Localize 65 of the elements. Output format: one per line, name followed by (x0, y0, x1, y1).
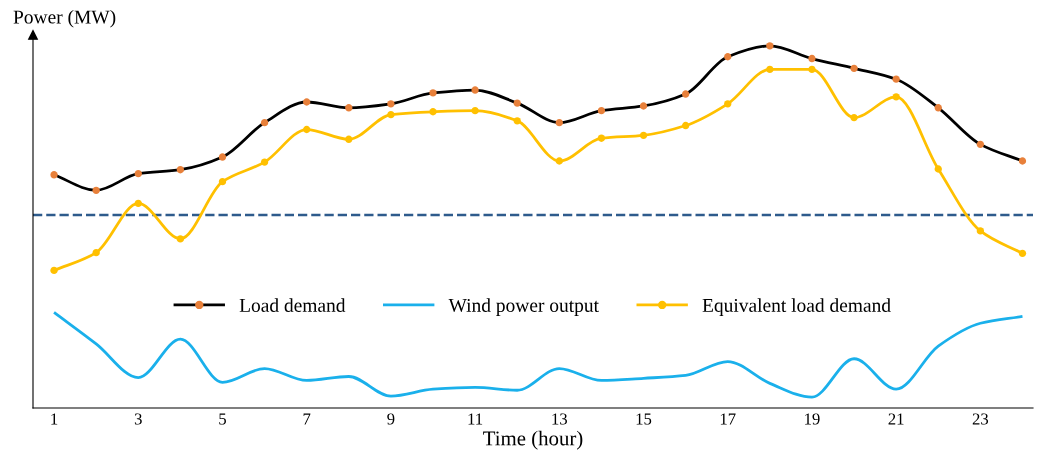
point (471, 107, 479, 115)
point (387, 111, 395, 119)
x-tick-label: 17 (720, 413, 736, 425)
point (303, 98, 311, 106)
point (639, 102, 648, 110)
point (387, 100, 395, 108)
point (134, 199, 142, 208)
legend-label: Equivalent load demand (702, 298, 891, 316)
point (724, 100, 732, 108)
point (92, 186, 100, 195)
point (934, 104, 942, 112)
legend-label: Wind power output (448, 298, 599, 316)
x-axis-title: Time (hour) (483, 430, 583, 450)
point (50, 171, 58, 179)
point (597, 134, 606, 142)
point (808, 65, 816, 74)
x-tick-label: 9 (387, 413, 395, 425)
x-tick-label: 15 (636, 413, 652, 425)
point (681, 121, 690, 130)
x-tick-label: 19 (805, 413, 820, 425)
point (429, 89, 437, 97)
point (681, 90, 690, 98)
point (176, 235, 185, 243)
point (260, 118, 269, 127)
x-tick-label: 3 (134, 413, 142, 425)
point (92, 248, 100, 257)
x-tick-label: 7 (303, 413, 311, 425)
point (260, 158, 269, 166)
point (934, 165, 942, 173)
x-tick-label: 1 (51, 413, 58, 425)
point (555, 118, 563, 127)
point (976, 140, 985, 149)
point (1018, 157, 1027, 165)
point (345, 104, 353, 112)
legend-label: Load demand (239, 298, 346, 312)
x-tick-label: 13 (552, 413, 567, 425)
point (429, 108, 437, 116)
point (50, 266, 58, 275)
point (850, 64, 858, 72)
point (850, 113, 858, 122)
point (555, 157, 563, 165)
point (218, 177, 227, 186)
point (513, 99, 521, 107)
point (303, 125, 311, 134)
point (724, 53, 732, 61)
point (1018, 249, 1027, 258)
point (218, 153, 227, 161)
x-tick-label: 21 (888, 413, 904, 425)
point (766, 42, 774, 50)
point (176, 166, 185, 174)
point (892, 93, 900, 101)
point (892, 75, 900, 83)
x-tick-label: 5 (219, 413, 226, 425)
point (808, 54, 816, 63)
y-axis-title: Power (MW) (13, 9, 116, 28)
x-tick-label: 23 (972, 413, 989, 425)
x-tick-label: 11 (468, 413, 483, 425)
point (345, 135, 353, 143)
point (513, 117, 521, 125)
point (976, 227, 985, 235)
point (639, 131, 648, 139)
point (471, 86, 479, 94)
point (766, 65, 774, 74)
point (134, 170, 142, 178)
point (597, 107, 606, 115)
